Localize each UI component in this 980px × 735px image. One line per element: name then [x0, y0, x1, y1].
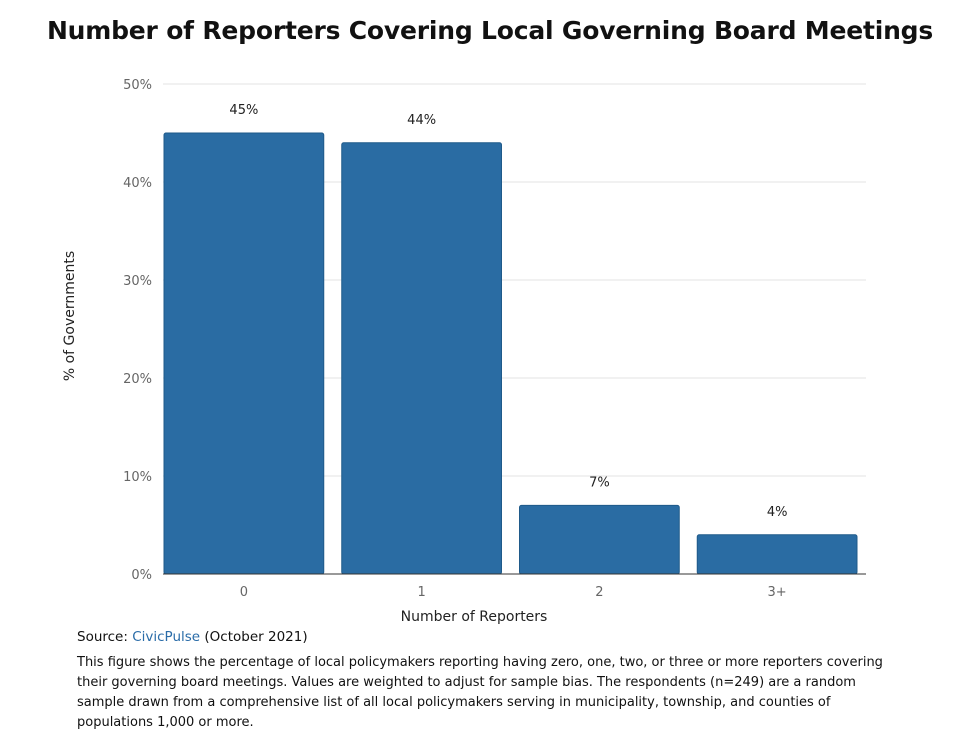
figure-note: This figure shows the percentage of loca…	[77, 655, 883, 730]
source-prefix: Source:	[77, 629, 128, 645]
x-tick-label: 3+	[768, 585, 787, 600]
bars	[163, 132, 858, 575]
y-tick-label: 10%	[123, 470, 152, 485]
x-axis-ticks: 0 1 2 3+	[240, 585, 787, 600]
chart-footer: Source: CivicPulse (October 2021) This f…	[77, 627, 897, 733]
chart-title: Number of Reporters Covering Local Gover…	[46, 16, 934, 45]
data-label: 7%	[589, 475, 610, 490]
source-date: (October 2021)	[204, 629, 308, 645]
bar-chart: 45% 44% 7% 4% 0% 10% 20% 30% 40% 50% 0 1 2 3+ Numbe…	[62, 78, 866, 625]
source-line: Source: CivicPulse (October 2021)	[77, 627, 897, 647]
data-label: 4%	[767, 505, 788, 520]
y-tick-label: 20%	[123, 372, 152, 387]
bar-2	[519, 504, 680, 575]
y-tick-label: 30%	[123, 274, 152, 289]
y-tick-label: 40%	[123, 176, 152, 191]
y-tick-label: 50%	[123, 78, 152, 93]
bar-1	[341, 142, 502, 575]
bar-0	[163, 132, 325, 575]
y-axis-ticks: 0% 10% 20% 30% 40% 50%	[123, 78, 152, 583]
source-link[interactable]: CivicPulse	[132, 629, 201, 645]
data-label: 44%	[407, 113, 436, 128]
bar-3+	[696, 534, 858, 575]
x-tick-label: 2	[595, 585, 603, 600]
y-tick-label: 0%	[131, 568, 152, 583]
y-axis-title: % of Governments	[62, 251, 78, 381]
x-axis-title: Number of Reporters	[401, 609, 548, 625]
data-label: 45%	[229, 103, 258, 118]
x-tick-label: 1	[417, 585, 425, 600]
data-labels: 45% 44% 7% 4%	[229, 103, 787, 520]
x-tick-label: 0	[240, 585, 248, 600]
